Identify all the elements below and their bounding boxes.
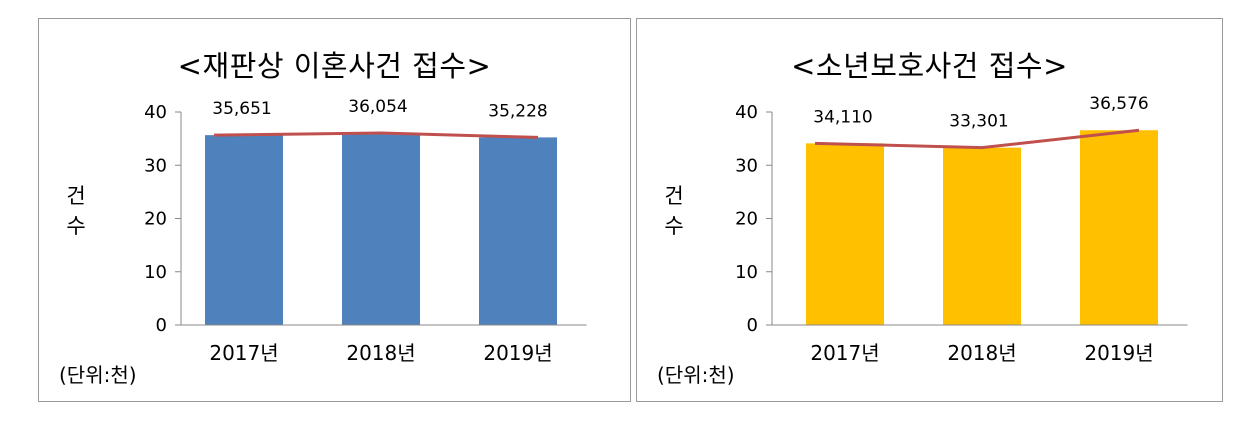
y-tick-label: 0 xyxy=(747,315,758,336)
data-label: 36,054 xyxy=(348,97,407,117)
chart-plot: 0 10 20 30 40 2017년 2018년 2019년 34,110 33,301 36,5… xyxy=(735,94,1188,365)
data-label: 33,301 xyxy=(949,112,1008,132)
y-tick-label: 10 xyxy=(735,262,758,283)
data-label: 35,651 xyxy=(212,99,271,119)
x-tick-label: 2018년 xyxy=(346,341,415,365)
bar xyxy=(342,133,420,325)
x-tick-label: 2019년 xyxy=(483,341,552,365)
bar xyxy=(205,135,283,325)
data-label: 34,110 xyxy=(813,107,872,127)
chart-title: <재판상 이혼사건 접수> xyxy=(177,49,492,83)
series-line xyxy=(213,131,539,139)
chart-plot: 0 10 20 30 40 2017년 2018년 2019년 35,651 36,054 35,2… xyxy=(144,97,587,365)
y-tick-label: 20 xyxy=(144,209,167,230)
y-tick-label: 10 xyxy=(144,262,167,283)
unit-note: (단위:천) xyxy=(59,363,137,387)
unit-note: (단위:천) xyxy=(657,363,735,387)
x-tick-label: 2017년 xyxy=(209,341,278,365)
series-line xyxy=(814,128,1140,150)
y-tick-label: 30 xyxy=(735,155,758,176)
y-tick-label: 40 xyxy=(735,102,758,123)
y-tick-label: 20 xyxy=(735,209,758,230)
x-tick-label: 2017년 xyxy=(810,341,879,365)
bar xyxy=(943,147,1021,325)
y-tick-label: 30 xyxy=(144,155,167,176)
data-label: 35,228 xyxy=(488,101,547,121)
bar xyxy=(479,137,557,325)
data-label: 36,576 xyxy=(1089,94,1148,114)
y-tick-label: 0 xyxy=(156,315,167,336)
y-tick-label: 40 xyxy=(144,102,167,123)
chart-title: <소년보호사건 접수> xyxy=(791,49,1068,83)
x-tick-label: 2019년 xyxy=(1084,341,1153,365)
bar xyxy=(1080,130,1158,325)
x-tick-label: 2018년 xyxy=(947,341,1016,365)
bar xyxy=(806,143,884,325)
